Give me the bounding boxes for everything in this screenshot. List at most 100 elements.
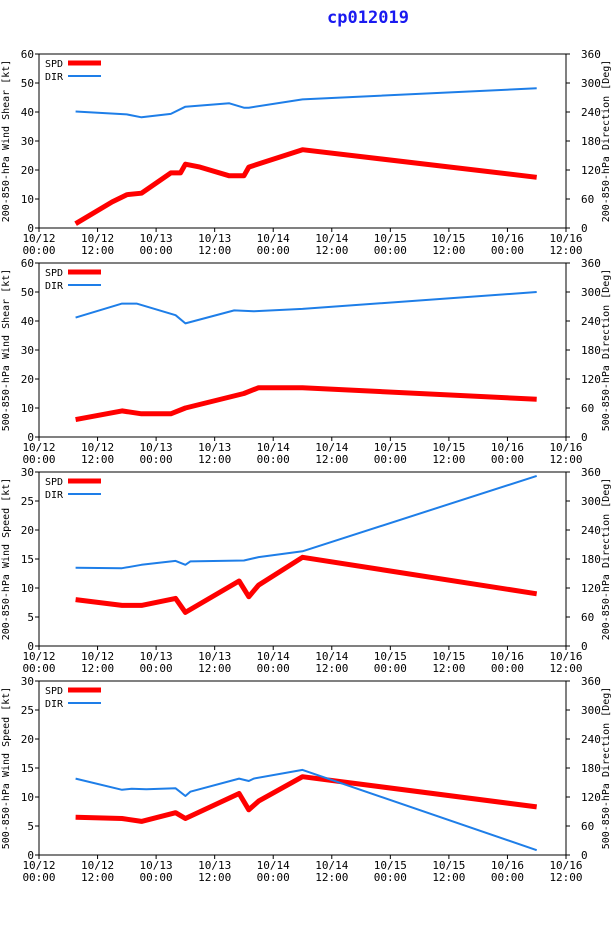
x-tick-label-date: 10/12	[81, 650, 114, 663]
spd-series-line	[74, 147, 537, 226]
y-axis-label: 500-850-hPa Wind Shear [kt]	[1, 269, 12, 432]
y2-tick-label: 180	[581, 762, 601, 775]
plot-frame	[38, 680, 567, 856]
x-tick-label-date: 10/15	[432, 232, 465, 245]
dir-series-line	[75, 291, 537, 325]
y-tick-label: 0	[27, 431, 34, 444]
legend-dir-label: DIR	[45, 699, 64, 710]
x-tick-label-time: 12:00	[81, 453, 114, 466]
legend-dir-label: DIR	[45, 490, 64, 501]
y2-axis-label: 200-850-hPa Direction [Deg]	[601, 60, 612, 223]
x-tick-label-date: 10/13	[140, 650, 173, 663]
y-tick-label: 10	[21, 193, 34, 206]
chart-panel-4: 05101520253006012018024030036010/1200:00…	[1, 675, 612, 884]
x-tick-label-time: 00:00	[257, 871, 290, 884]
chart-panel-3: 05101520253006012018024030036010/1200:00…	[1, 466, 612, 675]
x-tick-label-time: 12:00	[549, 244, 582, 257]
x-tick-label-time: 12:00	[81, 244, 114, 257]
y2-tick-label: 300	[581, 495, 601, 508]
x-tick-label-date: 10/16	[549, 650, 582, 663]
x-tick-label-date: 10/12	[81, 859, 114, 872]
y2-tick-label: 0	[581, 849, 588, 862]
x-tick-label-time: 00:00	[140, 871, 173, 884]
x-tick-label-date: 10/13	[140, 441, 173, 454]
x-tick-label-date: 10/14	[257, 441, 290, 454]
spd-series-line	[75, 385, 537, 423]
y2-tick-label: 300	[581, 704, 601, 717]
y-axis-label: 500-850-hPa Wind Speed [kt]	[1, 687, 12, 850]
x-tick-label-date: 10/12	[81, 232, 114, 245]
y2-tick-label: 180	[581, 344, 601, 357]
x-tick-label-time: 00:00	[22, 453, 55, 466]
y-tick-label: 15	[21, 553, 34, 566]
x-tick-label-time: 12:00	[549, 453, 582, 466]
y2-tick-label: 240	[581, 733, 601, 746]
x-tick-label-date: 10/15	[374, 232, 407, 245]
x-tick-label-time: 12:00	[315, 244, 348, 257]
x-tick-label-time: 12:00	[432, 244, 465, 257]
x-tick-label-date: 10/16	[549, 859, 582, 872]
y-axis-label: 200-850-hPa Wind Shear [kt]	[1, 60, 12, 223]
x-tick-label-date: 10/15	[432, 650, 465, 663]
x-tick-label-time: 12:00	[81, 871, 114, 884]
y-tick-label: 50	[21, 286, 34, 299]
x-tick-label-time: 12:00	[198, 244, 231, 257]
y-tick-label: 25	[21, 704, 34, 717]
x-tick-label-date: 10/12	[22, 441, 55, 454]
x-tick-label-time: 12:00	[81, 662, 114, 675]
y-tick-label: 25	[21, 495, 34, 508]
y-tick-label: 40	[21, 315, 34, 328]
x-tick-label-time: 12:00	[432, 453, 465, 466]
x-tick-label-date: 10/16	[549, 441, 582, 454]
y-tick-label: 30	[21, 344, 34, 357]
y2-tick-label: 360	[581, 466, 601, 479]
x-tick-label-time: 00:00	[140, 662, 173, 675]
x-tick-label-time: 00:00	[257, 244, 290, 257]
x-tick-label-time: 12:00	[198, 662, 231, 675]
y2-axis-label: 500-850-hPa Direction [Deg]	[601, 687, 612, 850]
y-tick-label: 60	[21, 48, 34, 61]
y-tick-label: 20	[21, 373, 34, 386]
x-tick-label-time: 00:00	[140, 453, 173, 466]
y2-tick-label: 60	[581, 611, 594, 624]
x-tick-label-time: 12:00	[432, 871, 465, 884]
y-tick-label: 30	[21, 466, 34, 479]
y2-tick-label: 60	[581, 402, 594, 415]
x-tick-label-date: 10/15	[374, 859, 407, 872]
y2-axis-label: 200-850-hPa Direction [Deg]	[601, 478, 612, 641]
y-tick-label: 5	[27, 611, 34, 624]
y2-tick-label: 240	[581, 524, 601, 537]
x-tick-label-time: 00:00	[374, 662, 407, 675]
x-tick-label-time: 00:00	[374, 244, 407, 257]
x-tick-label-time: 00:00	[257, 662, 290, 675]
y-tick-label: 0	[27, 222, 34, 235]
x-tick-label-time: 12:00	[198, 453, 231, 466]
y2-tick-label: 0	[581, 640, 588, 653]
y-tick-label: 10	[21, 791, 34, 804]
y2-tick-label: 120	[581, 791, 601, 804]
x-tick-label-date: 10/13	[140, 859, 173, 872]
x-tick-label-date: 10/16	[491, 650, 524, 663]
x-tick-label-date: 10/16	[491, 441, 524, 454]
x-tick-label-date: 10/14	[257, 859, 290, 872]
dir-series-line	[75, 768, 538, 852]
legend-spd-label: SPD	[45, 59, 63, 70]
spd-series-line	[75, 554, 538, 615]
y2-tick-label: 120	[581, 373, 601, 386]
chart-panel-1: 010203040506006012018024030036010/1200:0…	[1, 48, 612, 257]
y-tick-label: 60	[21, 257, 34, 270]
y2-tick-label: 360	[581, 48, 601, 61]
x-tick-label-date: 10/15	[432, 441, 465, 454]
x-tick-label-date: 10/13	[198, 859, 231, 872]
y-tick-label: 20	[21, 733, 34, 746]
x-tick-label-date: 10/12	[22, 650, 55, 663]
y2-tick-label: 300	[581, 77, 601, 90]
legend: SPD DIR	[45, 268, 101, 292]
y-tick-label: 40	[21, 106, 34, 119]
y-tick-label: 10	[21, 582, 34, 595]
legend-dir-label: DIR	[45, 72, 64, 83]
y-tick-label: 0	[27, 849, 34, 862]
x-tick-label-date: 10/12	[22, 232, 55, 245]
y-tick-label: 0	[27, 640, 34, 653]
x-tick-label-time: 12:00	[432, 662, 465, 675]
